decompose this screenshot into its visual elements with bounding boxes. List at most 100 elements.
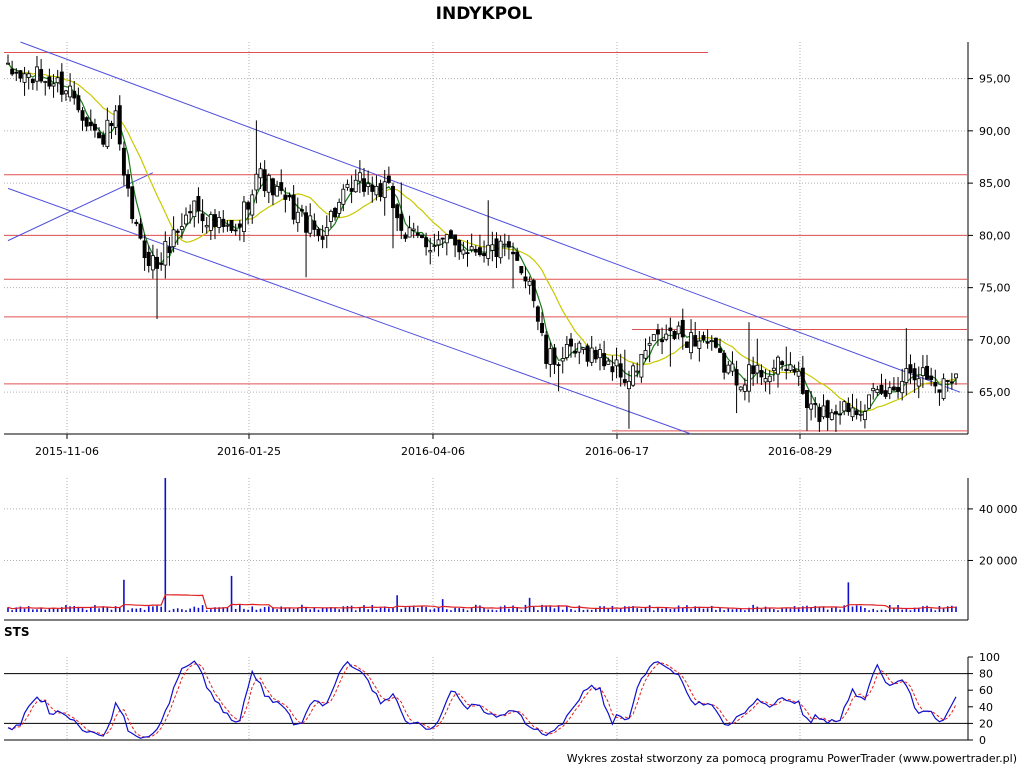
- volume-bar: [218, 607, 220, 612]
- volume-bar: [152, 606, 154, 612]
- candle-body: [693, 335, 698, 347]
- candle-body: [523, 276, 528, 282]
- price-tick-label: 65,00: [979, 386, 1011, 399]
- volume-bar: [748, 607, 750, 612]
- volume-bar: [437, 606, 440, 612]
- volume-bar: [470, 607, 473, 612]
- volume-bar: [284, 607, 287, 612]
- volume-bar: [292, 608, 295, 612]
- candle-body: [742, 384, 747, 392]
- volume-bar: [276, 609, 278, 612]
- volume-bar: [234, 608, 237, 612]
- candle-body: [150, 255, 155, 271]
- candle-body: [593, 349, 598, 360]
- volume-bar: [77, 607, 80, 612]
- volume-bar: [189, 608, 191, 612]
- candle-body: [26, 73, 31, 78]
- candle-body: [43, 81, 48, 83]
- candle-body: [627, 380, 631, 390]
- candle-body: [316, 229, 321, 237]
- volume-bar: [946, 606, 949, 612]
- volume-bar: [673, 608, 676, 612]
- candle-body: [887, 387, 892, 395]
- volume-bar: [574, 610, 576, 612]
- candle-body: [747, 364, 751, 392]
- candle-body: [556, 364, 561, 366]
- candle-body: [718, 348, 722, 353]
- candle-body: [88, 121, 93, 127]
- candle-body: [266, 174, 271, 193]
- volume-bar: [313, 607, 316, 612]
- volume-bar: [425, 607, 427, 612]
- candle-body: [440, 237, 445, 240]
- candle-body: [498, 240, 503, 259]
- volume-bar: [164, 478, 167, 612]
- volume-bar: [768, 608, 771, 612]
- volume-bar: [528, 597, 531, 612]
- candle-body: [560, 358, 565, 362]
- candle-body: [304, 212, 309, 233]
- volume-bar: [773, 609, 775, 612]
- candle-body: [105, 119, 110, 147]
- volume-bar: [681, 607, 684, 612]
- candle-body: [511, 251, 516, 255]
- candle-body: [403, 234, 408, 239]
- candle-body: [312, 220, 317, 230]
- candle-body: [407, 227, 412, 238]
- candle-body: [237, 223, 242, 228]
- candle-body: [453, 234, 458, 246]
- candle-body: [250, 194, 255, 216]
- volume-bar: [201, 605, 204, 612]
- volume-bar: [417, 607, 419, 612]
- volume-bar: [727, 607, 730, 612]
- volume-bar: [214, 607, 216, 612]
- candle-body: [515, 251, 520, 261]
- volume-bar: [595, 609, 597, 612]
- volume-bar: [48, 608, 51, 612]
- candle-body: [883, 390, 888, 397]
- candle-body: [159, 262, 164, 265]
- volume-bar: [69, 606, 71, 612]
- volume-bar: [450, 610, 452, 612]
- candle-body: [374, 185, 379, 196]
- candle-body: [142, 240, 147, 259]
- volume-bar: [325, 608, 328, 612]
- candle-body: [660, 339, 665, 343]
- volume-bar: [851, 606, 854, 612]
- candle-body: [415, 232, 420, 236]
- volume-bar: [19, 606, 22, 612]
- volume-bar: [570, 608, 572, 612]
- volume-bar: [624, 606, 626, 612]
- candle-body: [680, 319, 685, 338]
- volume-bar: [483, 607, 485, 612]
- candle-body: [631, 365, 636, 386]
- candle-body: [738, 386, 743, 391]
- price-tick-label: 75,00: [979, 282, 1011, 295]
- volume-tick-label: 20 000: [979, 554, 1018, 567]
- volume-bar: [139, 608, 142, 612]
- candle-body: [945, 380, 950, 382]
- volume-bar: [876, 610, 879, 612]
- volume-bar: [831, 607, 833, 612]
- candle-body: [854, 410, 859, 416]
- candle-body: [734, 369, 739, 386]
- volume-bar: [723, 610, 725, 612]
- candle-body: [912, 368, 917, 381]
- volume-bar: [172, 608, 175, 612]
- candle-body: [506, 241, 511, 248]
- volume-bar: [537, 610, 539, 612]
- volume-bar: [135, 608, 138, 612]
- volume-bar: [872, 608, 875, 612]
- volume-bar: [690, 608, 692, 612]
- volume-bar: [94, 605, 96, 612]
- candle-body: [47, 76, 52, 87]
- volume-bar: [118, 607, 121, 612]
- candle-body: [242, 201, 246, 232]
- candle-body: [80, 110, 85, 121]
- volume-bar: [412, 605, 415, 612]
- candle-body: [713, 337, 718, 348]
- candle-body: [771, 367, 776, 371]
- candle-body: [937, 389, 942, 393]
- trend-line: [20, 41, 961, 393]
